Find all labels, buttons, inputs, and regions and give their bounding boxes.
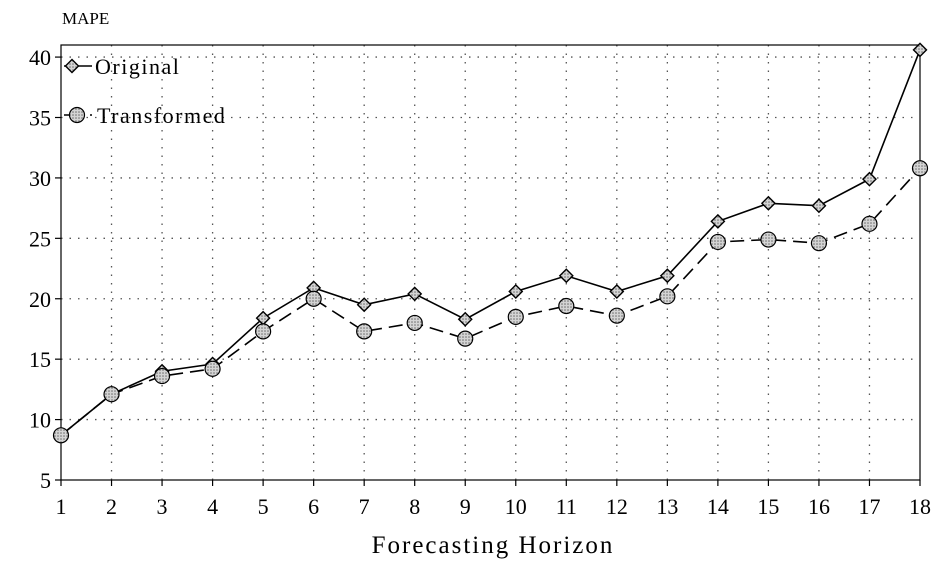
y-axis-tick-labels: 5 10 15 20 25 30 35 40 <box>29 45 51 493</box>
data-point-transformed <box>608 307 625 324</box>
data-point-original <box>508 284 524 299</box>
x-tick-label: 11 <box>556 494 577 519</box>
x-tick-label: 16 <box>808 494 830 519</box>
data-point-original <box>811 198 827 214</box>
data-point-transformed <box>406 314 423 332</box>
x-tick-label: 15 <box>757 494 779 519</box>
y-tick-label: 20 <box>29 287 51 312</box>
data-point-transformed <box>659 288 676 305</box>
x-tick-label: 2 <box>106 494 117 519</box>
data-point-transformed <box>709 233 726 251</box>
x-tick-label: 18 <box>909 494 931 519</box>
data-point-transformed <box>305 290 322 307</box>
data-point-transformed <box>507 308 524 325</box>
data-point-transformed <box>457 330 474 347</box>
data-point-transformed <box>153 367 171 385</box>
data-point-transformed <box>356 323 373 340</box>
data-point-original <box>760 195 776 211</box>
x-tick-label: 13 <box>656 494 678 519</box>
data-point-transformed <box>861 215 878 232</box>
y-tick-label: 5 <box>40 468 51 493</box>
plot-border <box>60 44 921 481</box>
data-point-original <box>356 297 372 313</box>
x-tick-label: 6 <box>308 494 319 519</box>
data-point-original <box>861 171 877 187</box>
x-tick-label: 9 <box>460 494 471 519</box>
data-point-original <box>407 286 423 302</box>
y-axis-label: MAPE <box>62 9 109 28</box>
data-series <box>52 42 929 444</box>
x-tick-label: 14 <box>707 494 729 519</box>
series-line-original <box>60 49 921 436</box>
x-tick-label: 3 <box>157 494 168 519</box>
data-point-transformed <box>558 297 575 315</box>
legend-label-transformed: Transformed <box>97 103 226 128</box>
series-line-transformed <box>60 167 921 436</box>
y-tick-label: 40 <box>29 45 51 70</box>
x-axis-tick-labels: 1 2 3 4 5 6 7 8 9 10 11 12 13 14 15 16 17 18 <box>56 494 932 519</box>
data-point-transformed <box>810 235 828 252</box>
plot-frame <box>55 44 921 486</box>
x-axis-label: Forecasting Horizon <box>372 532 615 559</box>
y-tick-label: 35 <box>29 106 51 131</box>
legend-marker-original <box>64 58 80 74</box>
data-point-original <box>609 284 625 299</box>
legend-label-original: Original <box>95 54 180 79</box>
x-tick-label: 4 <box>207 494 218 519</box>
data-point-original <box>659 268 675 284</box>
x-tick-label: 10 <box>505 494 527 519</box>
data-point-original <box>912 42 928 58</box>
y-tick-label: 30 <box>29 166 51 191</box>
x-tick-label: 7 <box>359 494 370 519</box>
data-point-original <box>457 311 473 327</box>
data-point-transformed <box>103 386 120 403</box>
x-tick-label: 12 <box>606 494 628 519</box>
data-point-transformed <box>52 427 70 444</box>
data-point-transformed <box>255 323 272 340</box>
legend: Original Transformed <box>64 54 226 128</box>
data-point-original <box>710 213 726 229</box>
y-tick-label: 15 <box>29 347 51 372</box>
x-tick-label: 17 <box>858 494 880 519</box>
data-point-transformed <box>911 160 929 177</box>
y-tick-label: 10 <box>29 408 51 433</box>
legend-marker-transformed <box>68 106 86 124</box>
x-tick-label: 8 <box>409 494 420 519</box>
x-tick-label: 1 <box>56 494 67 519</box>
x-tick-label: 5 <box>258 494 269 519</box>
data-point-original <box>558 268 574 284</box>
data-point-transformed <box>760 231 777 248</box>
data-point-transformed <box>204 360 221 377</box>
y-tick-label: 25 <box>29 226 51 251</box>
